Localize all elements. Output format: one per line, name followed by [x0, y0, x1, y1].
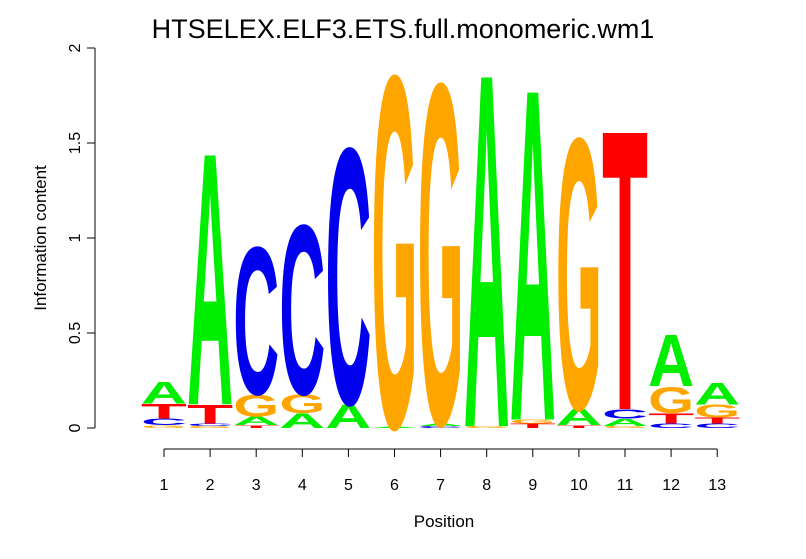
- x-tick-label: 2: [206, 477, 215, 494]
- logo-letter-A: A: [371, 426, 417, 428]
- logo-letter-C: C: [279, 174, 325, 446]
- x-tick-label: 10: [570, 477, 588, 494]
- x-tick-label: 7: [436, 477, 445, 494]
- logo-letter-A: A: [418, 423, 464, 427]
- logo-letter-T: T: [510, 422, 556, 429]
- logo-stack: TGA: [510, 0, 556, 520]
- logo-letter-A: A: [694, 375, 740, 411]
- y-axis-label: Information content: [31, 165, 50, 311]
- logo-stack: AC: [325, 72, 371, 482]
- x-axis: 1 2 3 4 5 6 7 8 9 10 11 12 13: [160, 448, 726, 494]
- x-tick-label: 3: [252, 477, 261, 494]
- logo-letter-G: G: [372, 0, 418, 535]
- logo-letter-A: A: [648, 320, 694, 402]
- logo-letter-C: C: [141, 417, 187, 427]
- logo-letter-G: G: [233, 389, 279, 424]
- logo-letter-T: T: [602, 48, 648, 496]
- x-tick-label: 1: [160, 477, 169, 494]
- y-tick-label: 2: [67, 43, 84, 52]
- logo-letter-A: A: [556, 404, 602, 431]
- logo-letter-A: A: [187, 78, 233, 482]
- logo-letter-G: G: [464, 426, 510, 429]
- logo-letter-T: T: [694, 416, 740, 425]
- logo-letter-T: T: [556, 425, 602, 429]
- logo-letter-A: A: [279, 409, 325, 433]
- logo-stack: TAG: [556, 57, 602, 490]
- x-tick-label: 13: [708, 477, 726, 494]
- logo-letter-T: T: [233, 425, 279, 429]
- logo-stack: AG: [371, 0, 417, 535]
- logo-letter-A: A: [464, 0, 510, 534]
- x-tick-label: 5: [344, 477, 353, 494]
- logo-letter-C: C: [694, 422, 740, 429]
- x-tick-label: 11: [617, 477, 634, 494]
- logo-letter-A: A: [233, 415, 279, 428]
- logo-letter-A: A: [602, 417, 648, 429]
- logo-letter-C: C: [648, 422, 694, 429]
- logo-letter-G: G: [418, 0, 464, 527]
- x-axis-label: Position: [414, 512, 474, 531]
- logo-letter-T: T: [141, 399, 187, 423]
- x-tick-label: 8: [482, 477, 491, 494]
- y-axis: 0 0.5 1 1.5 2: [67, 43, 96, 432]
- logo-letter-T: T: [648, 410, 694, 426]
- logo-letter-G: G: [510, 418, 556, 424]
- logo-letter-G: G: [279, 389, 325, 418]
- x-tick-label: 12: [662, 477, 680, 494]
- logo-letter-A: A: [325, 397, 371, 435]
- x-tick-label: 4: [298, 477, 307, 494]
- logo-stack: AGC: [279, 174, 325, 446]
- logo-stack: CAG: [418, 0, 464, 527]
- y-tick-label: 0.5: [67, 322, 84, 344]
- x-tick-label: 6: [390, 477, 399, 494]
- logo-letter-G: G: [694, 401, 740, 422]
- logo-letter-G: G: [556, 57, 602, 490]
- x-tick-label: 9: [528, 477, 537, 494]
- logo-letter-T: T: [187, 399, 233, 428]
- logo-letter-C: C: [325, 72, 371, 482]
- logo-letter-G: G: [187, 426, 233, 429]
- logo-letter-C: C: [602, 406, 648, 421]
- logo-stack: GA: [464, 0, 510, 534]
- y-tick-label: 1.5: [67, 132, 84, 154]
- y-tick-label: 1: [67, 233, 84, 242]
- y-tick-label: 0: [67, 423, 84, 432]
- logo-letter-G: G: [141, 424, 187, 428]
- logo-letter-C: C: [418, 426, 464, 429]
- logo-letter-C: C: [187, 423, 233, 427]
- logo-letter-A: A: [141, 374, 187, 410]
- logo-letter-G: G: [602, 426, 648, 429]
- chart-title: HTSELEX.ELF3.ETS.full.monomeric.wm1: [152, 14, 655, 44]
- logo-letter-C: C: [233, 204, 279, 440]
- logo-letter-A: A: [510, 0, 556, 520]
- logo-letter-G: G: [648, 380, 694, 421]
